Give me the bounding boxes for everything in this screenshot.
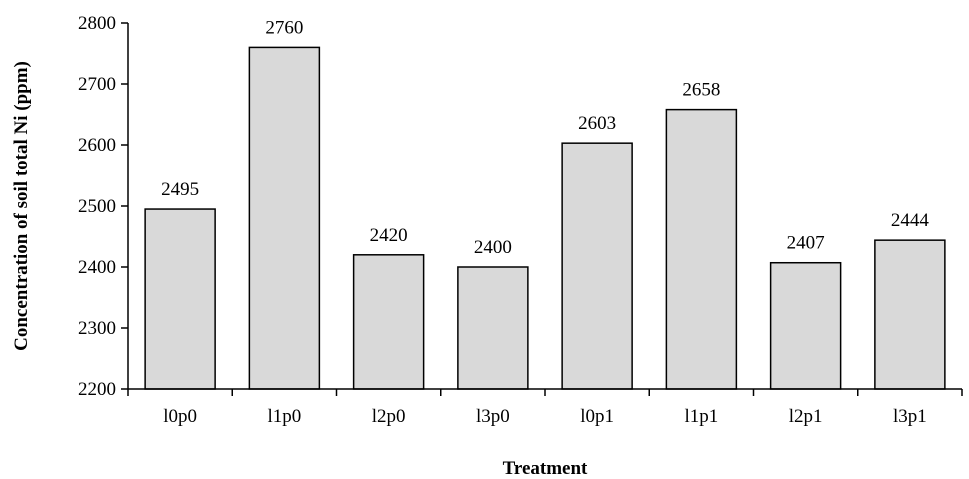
y-axis-tick-labels: 2200 2300 2400 2500 2600 2700 2800 — [78, 13, 116, 400]
x-axis-ticks — [127, 389, 963, 396]
y-tick-label: 2200 — [78, 379, 116, 400]
y-tick-label: 2400 — [78, 257, 116, 278]
x-tick-label-l2p1: l2p1 — [789, 406, 823, 427]
x-tick-label-l3p1: l3p1 — [893, 406, 927, 427]
y-axis-title: Concentration of soil total Ni (ppm) — [11, 61, 32, 351]
x-axis-tick-labels: l0p0 l1p0 l2p0 l3p0 l0p1 l1p1 l2p1 l3p1 — [163, 406, 927, 427]
x-tick-label-l3p0: l3p0 — [476, 406, 510, 427]
data-label-l0p0: 2495 — [161, 179, 199, 200]
data-label-l2p0: 2420 — [370, 225, 408, 246]
bar-l0p1 — [561, 142, 633, 390]
y-tick-label: 2800 — [78, 13, 116, 34]
y-tick-label: 2300 — [78, 318, 116, 339]
bars — [144, 46, 946, 390]
x-tick-label-l2p0: l2p0 — [372, 406, 406, 427]
bar-l1p0 — [248, 46, 321, 390]
x-tick-label-l1p0: l1p0 — [267, 406, 301, 427]
data-label-l1p1: 2658 — [682, 80, 720, 101]
x-tick-label-l0p1: l0p1 — [580, 406, 614, 427]
x-tick-label-l1p1: l1p1 — [684, 406, 718, 427]
bar-l1p1 — [665, 108, 738, 390]
x-axis-title: Treatment — [503, 458, 588, 479]
y-tick-label: 2500 — [78, 196, 116, 217]
y-tick-label: 2600 — [78, 135, 116, 156]
data-labels: 2495 2760 2420 2400 2603 2658 2407 2444 — [161, 17, 929, 258]
bar-l0p0 — [144, 208, 216, 390]
data-label-l3p1: 2444 — [891, 210, 930, 231]
data-label-l1p0: 2760 — [265, 17, 303, 38]
bar-l3p0 — [457, 266, 529, 390]
bar-l2p1 — [769, 261, 842, 390]
bar-l3p1 — [874, 239, 946, 390]
bar-l2p0 — [352, 254, 425, 390]
data-label-l3p0: 2400 — [474, 237, 512, 258]
y-tick-label: 2700 — [78, 74, 116, 95]
data-label-l0p1: 2603 — [578, 113, 616, 134]
y-axis-ticks — [121, 22, 128, 390]
data-label-l2p1: 2407 — [787, 233, 825, 254]
x-tick-label-l0p0: l0p0 — [163, 406, 197, 427]
